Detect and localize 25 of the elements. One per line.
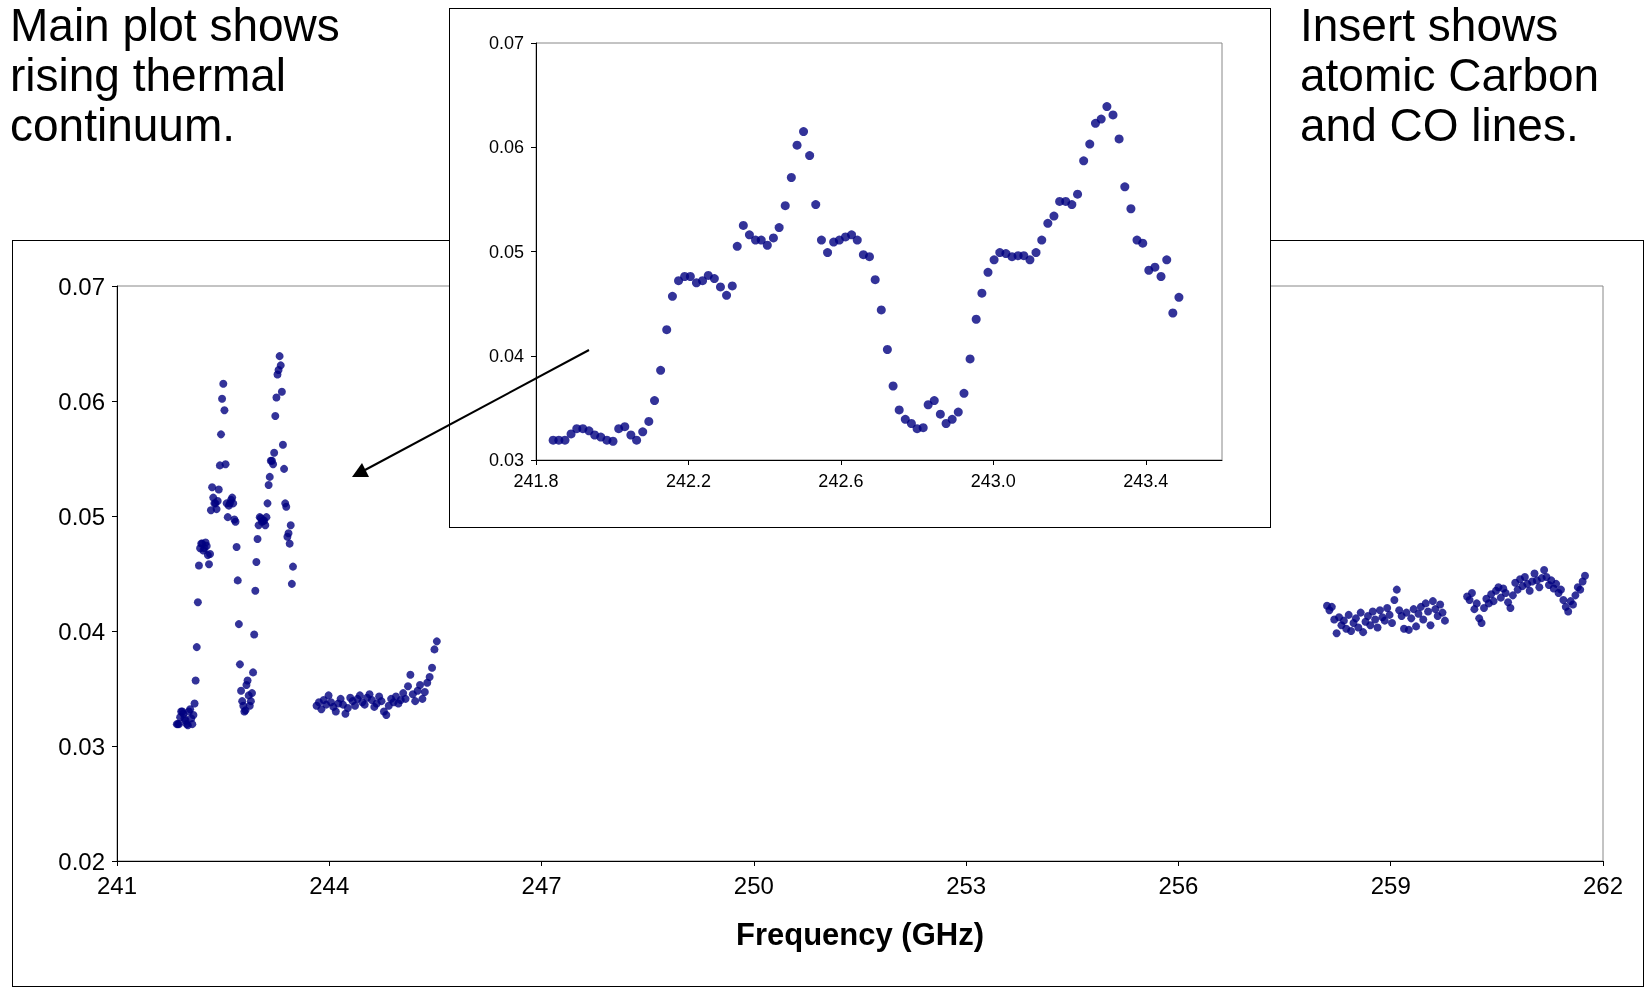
text: Insert shows atomic Carbon and CO lines. [1300,0,1601,151]
x-tick-label: 253 [946,871,987,899]
y-tick-label: 0.07 [488,33,524,53]
x-tick-label: 247 [521,871,562,899]
y-tick-label: 0.03 [58,732,105,760]
x-tick-label: 243.4 [1123,471,1169,491]
x-tick-label: 241.8 [513,471,559,491]
x-tick-label: 250 [733,871,774,899]
y-tick-label: 0.04 [58,617,105,645]
x-tick-label: 242.2 [665,471,711,491]
y-tick-label: 0.05 [488,241,524,262]
text: Main plot shows rising thermal continuum. [10,0,341,151]
y-tick-label: 0.05 [58,502,105,530]
y-tick-label: 0.04 [488,345,524,366]
x-tick-label: 244 [309,871,350,899]
y-tick-label: 0.06 [58,387,105,415]
x-tick-label: 242.6 [818,471,864,491]
x-tick-label: 262 [1582,871,1624,899]
x-tick-label: 243.0 [970,471,1016,491]
x-axis-title: Frequency (GHz) [735,917,985,952]
y-tick-label: 0.07 [58,272,105,300]
y-tick-label: 0.03 [488,450,524,470]
x-tick-label: 256 [1158,871,1199,899]
x-tick-label: 259 [1370,871,1411,899]
y-tick-label: 0.06 [488,137,524,158]
